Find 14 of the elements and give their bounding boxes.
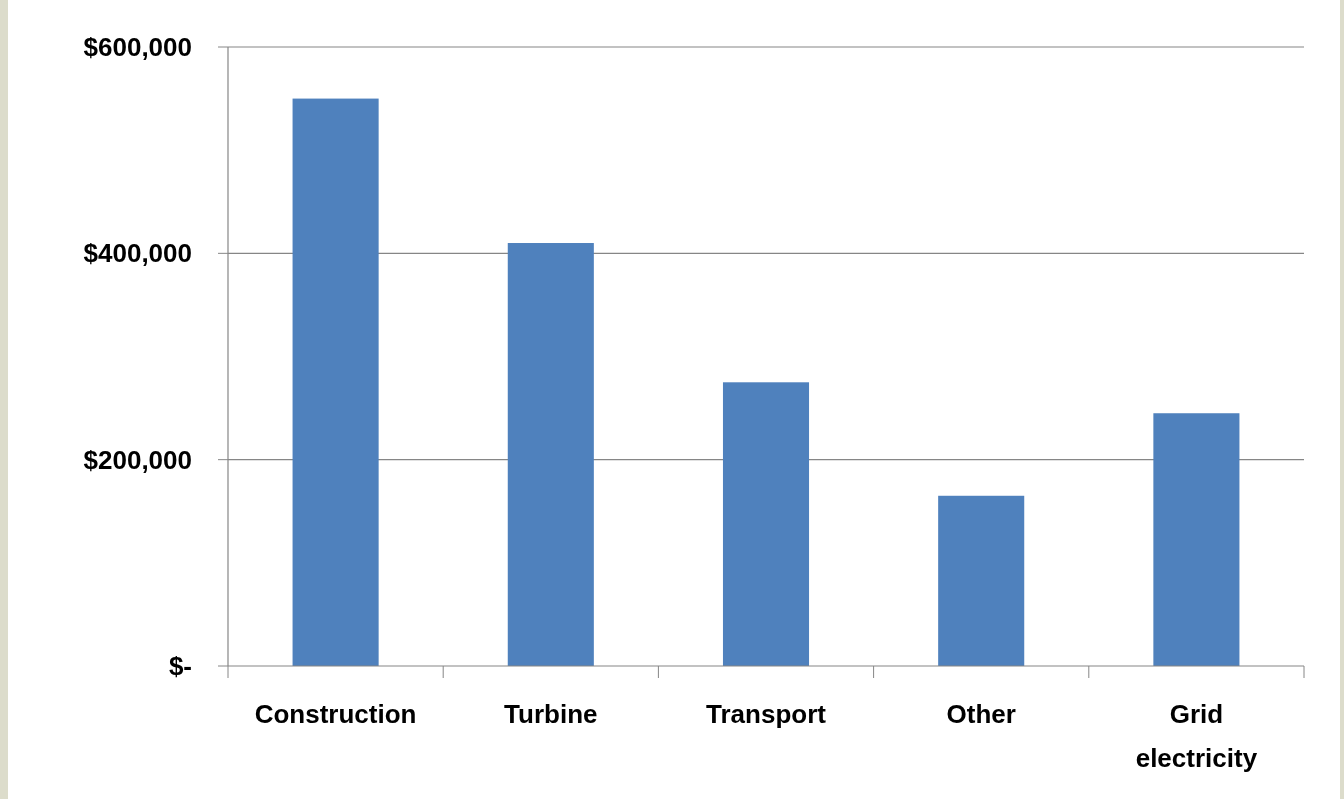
bar xyxy=(1153,413,1240,666)
x-tick-label: Transport xyxy=(706,699,827,729)
x-tick-label: Other xyxy=(946,699,1016,729)
bar xyxy=(722,382,810,666)
x-tick-label: Construction xyxy=(254,699,417,729)
x-tick-label: Turbine xyxy=(504,699,598,729)
bar xyxy=(938,495,1025,666)
y-tick-label: $400,000 xyxy=(83,238,192,269)
x-tick-label: Grid electricity xyxy=(1135,699,1258,773)
bar xyxy=(292,98,379,666)
y-tick-label: $600,000 xyxy=(83,32,192,63)
y-tick-label: $- xyxy=(168,651,192,682)
bar xyxy=(507,243,594,666)
y-tick-label: $200,000 xyxy=(83,444,192,475)
